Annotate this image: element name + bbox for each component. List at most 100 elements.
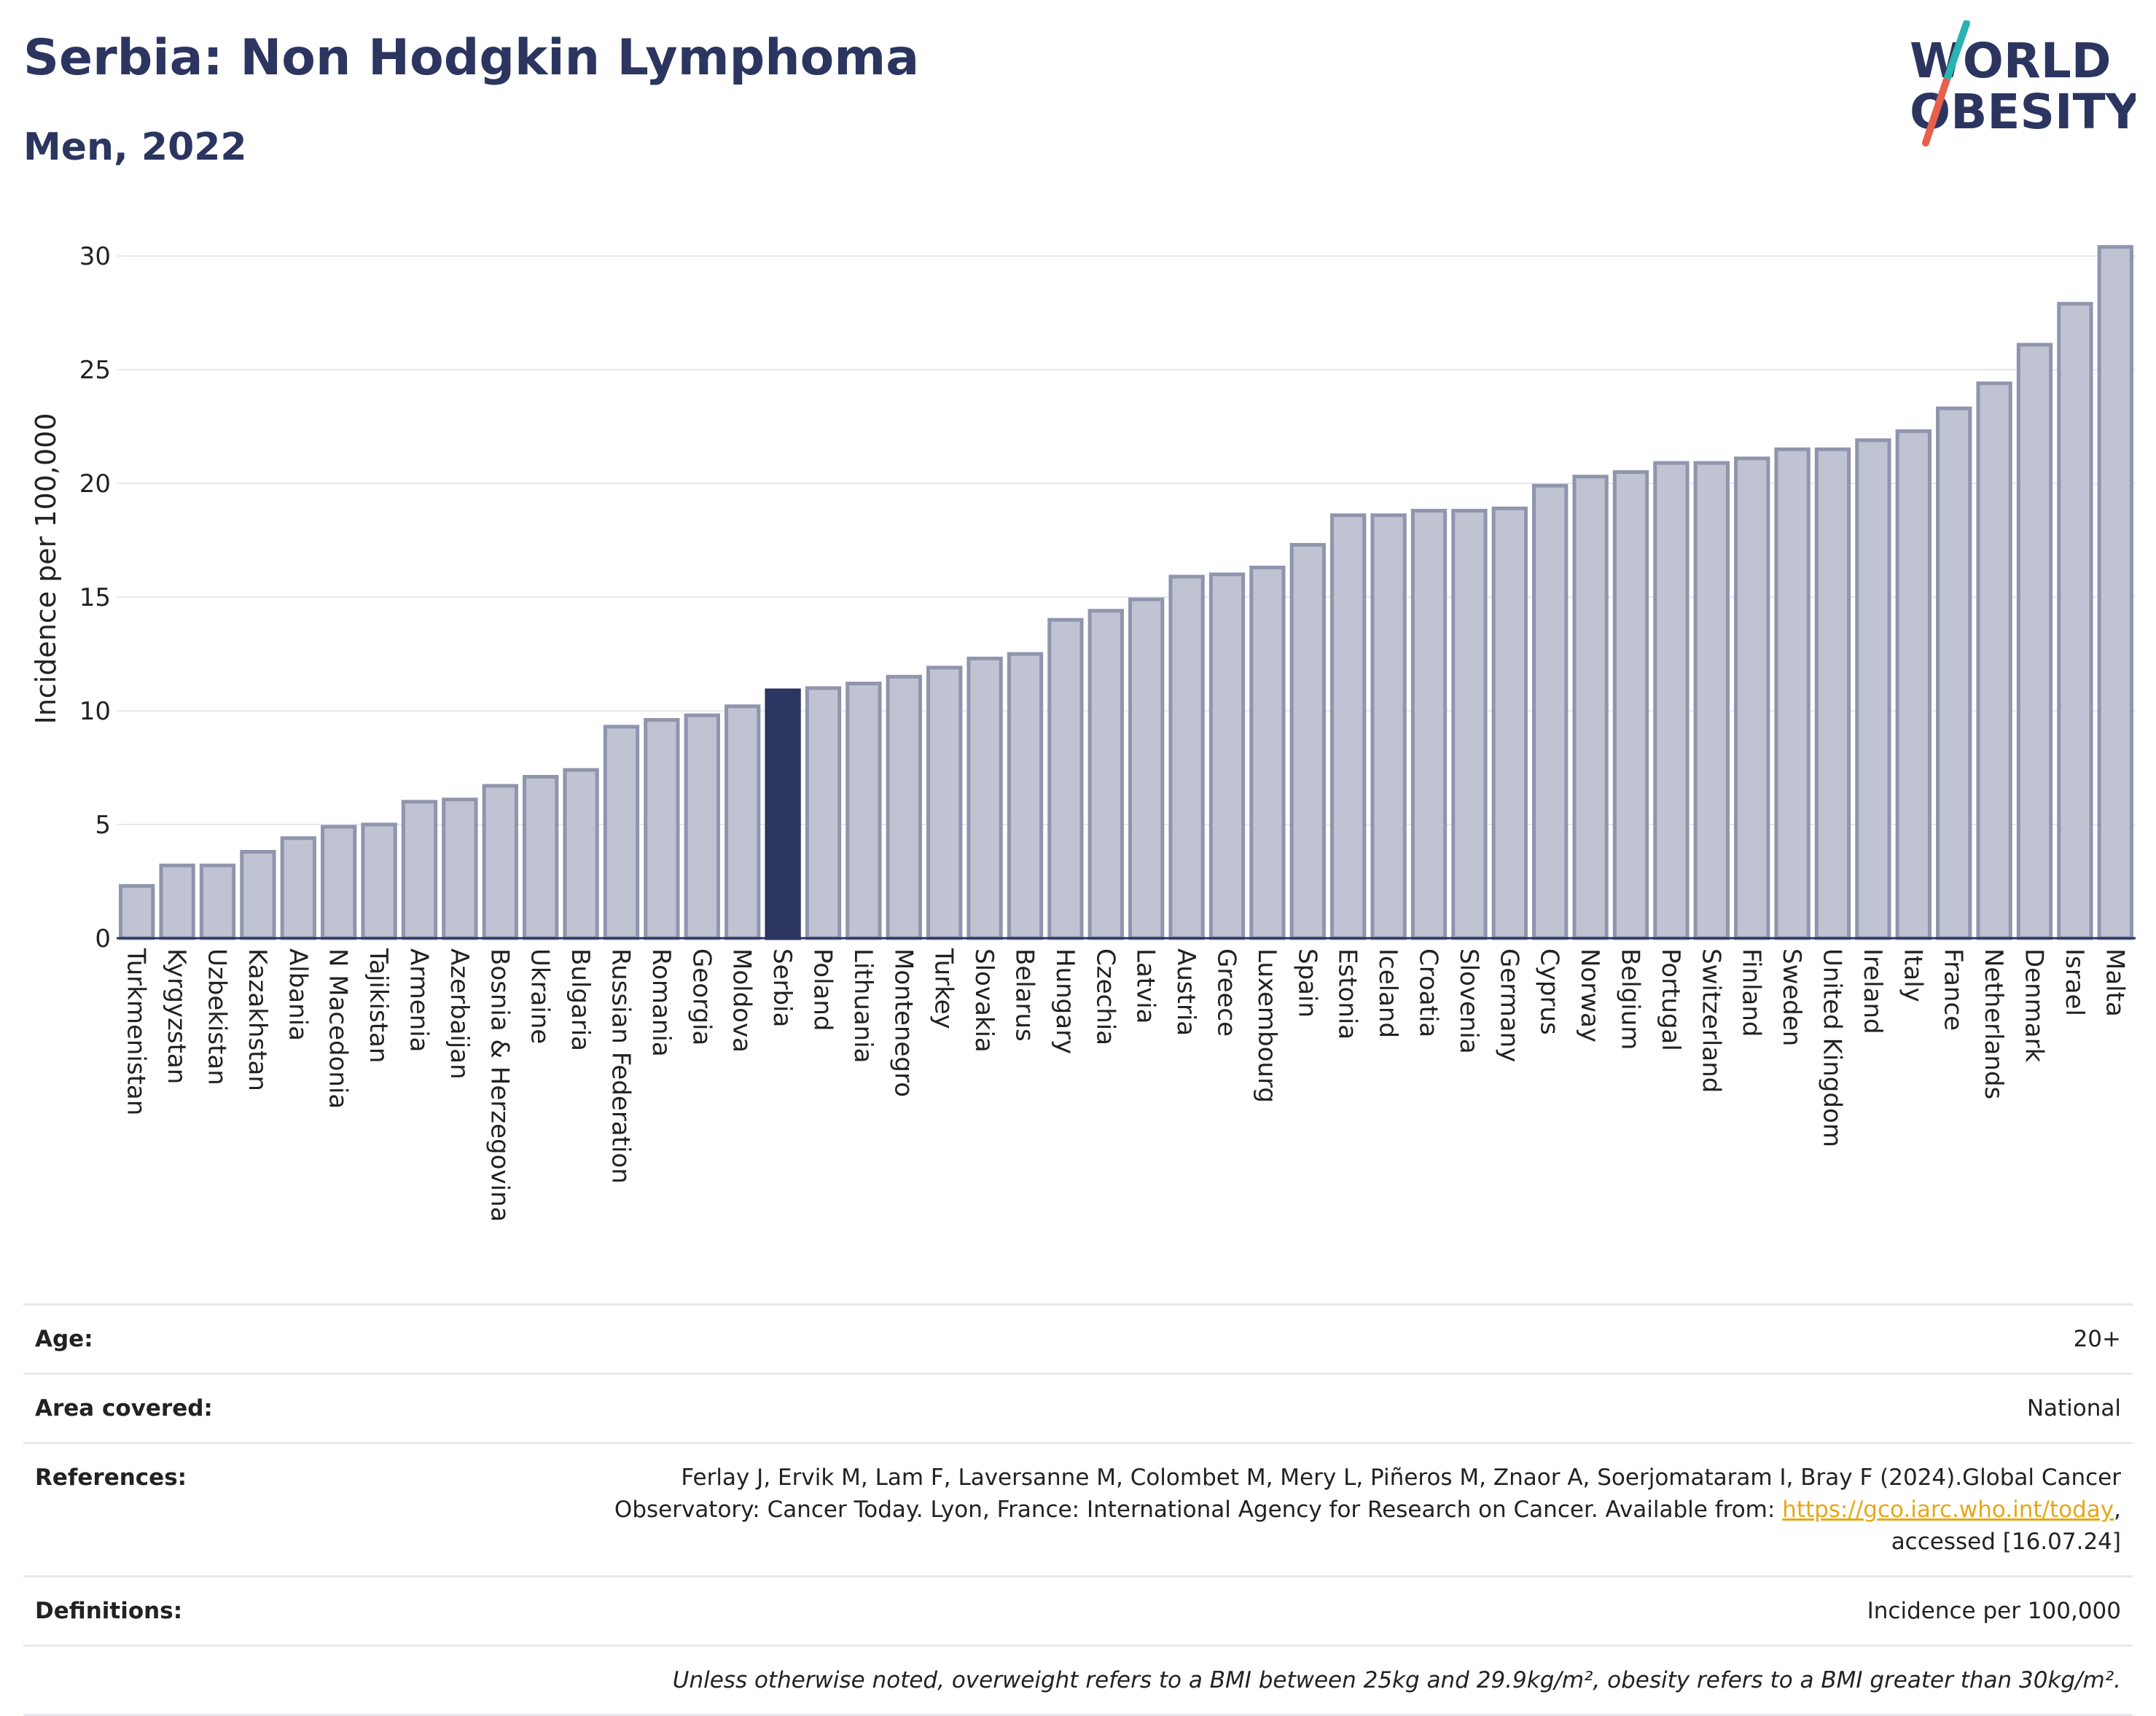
x-category-label: N Macedonia <box>324 948 353 1109</box>
x-category-label: Croatia <box>1414 948 1443 1037</box>
x-category-label: Sweden <box>1777 948 1806 1046</box>
bar-serbia <box>765 688 801 940</box>
x-category-label: Turkmenistan <box>122 948 151 1115</box>
bar-montenegro <box>886 674 922 940</box>
x-category-label: Armenia <box>405 948 434 1053</box>
world-obesity-logo: WORLD OBESITY <box>1910 20 2136 147</box>
x-category-label: Montenegro <box>888 948 918 1097</box>
x-category-label: Cyprus <box>1535 948 1564 1035</box>
area-label: Area covered: <box>23 1373 557 1443</box>
y-tick-label: 10 <box>79 697 111 726</box>
bar-portugal <box>1653 461 1690 940</box>
bar-greece <box>1208 572 1246 940</box>
bar-ireland <box>1855 438 1891 940</box>
bar-luxembourg <box>1249 566 1286 940</box>
info-row-references: References: Ferlay J, Ervik M, Lam F, La… <box>23 1442 2133 1577</box>
x-category-label: Estonia <box>1333 948 1362 1040</box>
x-category-label: Netherlands <box>1979 948 2008 1099</box>
x-category-label: Ireland <box>1858 948 1887 1034</box>
bar-poland <box>805 686 842 940</box>
bar-italy <box>1895 429 1932 940</box>
x-category-label: Germany <box>1494 948 1523 1062</box>
x-category-label: Luxembourg <box>1252 948 1281 1103</box>
x-category-label: Russian Federation <box>606 948 636 1184</box>
x-category-label: Bosnia & Herzegovina <box>485 948 514 1222</box>
bar-slovenia <box>1451 509 1488 940</box>
x-category-label: Kazakhstan <box>243 948 272 1091</box>
bar-spain <box>1289 542 1326 940</box>
chart-title: Serbia: Non Hodgkin Lymphoma <box>23 29 920 87</box>
x-category-label: Israel <box>2060 948 2089 1016</box>
references-link[interactable]: https://gco.iarc.who.int/today <box>1782 1497 2114 1523</box>
x-category-label: Romania <box>647 948 676 1057</box>
bar-switzerland <box>1693 461 1730 940</box>
x-category-label: Turkey <box>929 948 958 1029</box>
info-row-age: Age: 20+ <box>23 1303 2133 1374</box>
x-category-label: Iceland <box>1373 948 1402 1038</box>
x-category-label: Belgium <box>1616 948 1645 1050</box>
y-tick-label: 15 <box>79 583 111 612</box>
bar-iceland <box>1370 513 1407 940</box>
bar-russian-federation <box>603 725 640 940</box>
definitions-label: Definitions: <box>23 1575 557 1646</box>
bar-germany <box>1491 506 1528 940</box>
bar-lithuania <box>845 682 882 940</box>
bar-united-kingdom <box>1814 447 1851 940</box>
bar-ukraine <box>523 775 559 940</box>
x-category-labels: Turkmenistan Kyrgyzstan Uzbekistan Kazakhst… <box>122 948 2130 1222</box>
bar-georgia <box>684 713 720 940</box>
x-category-label: Kyrgyzstan <box>162 948 191 1084</box>
x-category-label: Switzerland <box>1696 948 1725 1093</box>
references-text-start: Ferlay J, Ervik M, Lam F, Laversanne M, … <box>614 1465 2121 1523</box>
y-tick-label: 20 <box>79 469 111 499</box>
age-label: Age: <box>23 1303 557 1374</box>
x-category-label: Hungary <box>1050 948 1079 1054</box>
x-category-label: Norway <box>1575 948 1604 1042</box>
x-category-label: Belarus <box>1010 948 1039 1042</box>
bar-austria <box>1168 574 1205 940</box>
bar-turkmenistan <box>119 884 155 940</box>
area-value: National <box>557 1373 2133 1443</box>
bar-bulgaria <box>563 768 599 940</box>
x-category-label: Latvia <box>1131 948 1160 1024</box>
bar-hungary <box>1047 617 1084 940</box>
bar-croatia <box>1410 509 1448 940</box>
age-value: 20+ <box>557 1303 2133 1374</box>
x-category-label: Czechia <box>1090 948 1120 1045</box>
bar-romania <box>644 718 680 940</box>
bar-armenia <box>401 800 438 940</box>
x-category-label: Azerbaijan <box>445 948 474 1080</box>
logo-text-obesity: OBESITY <box>1910 84 2136 140</box>
bar-netherlands <box>1976 381 2012 940</box>
bar-norway <box>1572 475 1609 940</box>
x-category-label: Slovakia <box>969 948 999 1053</box>
x-category-label: United Kingdom <box>1818 948 1847 1147</box>
info-row-definitions: Definitions: Incidence per 100,000 <box>23 1575 2133 1646</box>
bar-albania <box>280 836 316 940</box>
bar-israel <box>2057 302 2093 940</box>
info-row-note: Unless otherwise noted, overweight refer… <box>23 1645 2133 1716</box>
y-axis-title: Incidence per 100,000 <box>30 413 62 724</box>
x-category-label: Uzbekistan <box>203 948 232 1085</box>
x-category-label: Finland <box>1737 948 1766 1037</box>
bar-sweden <box>1774 447 1811 940</box>
info-row-area: Area covered: National <box>23 1373 2133 1443</box>
definitions-value: Incidence per 100,000 <box>557 1575 2133 1646</box>
x-category-label: Albania <box>283 948 312 1041</box>
x-category-label: Portugal <box>1656 948 1685 1051</box>
bar-czechia <box>1087 609 1124 940</box>
y-tick-label: 30 <box>79 242 111 271</box>
logo-slash-bottom <box>1922 78 1950 147</box>
y-tick-label: 5 <box>95 811 111 840</box>
x-category-label: France <box>1939 948 1968 1031</box>
bar-kyrgyzstan <box>159 863 195 940</box>
x-category-label: Serbia <box>768 948 797 1027</box>
bar-finland <box>1734 456 1770 940</box>
y-tick-label: 0 <box>95 924 111 953</box>
bar-belarus <box>1007 652 1044 940</box>
logo-slash-top <box>1942 20 1970 85</box>
bar-bosnia-herzegovina <box>482 784 518 940</box>
x-category-label: Tajikistan <box>364 948 393 1063</box>
x-category-label: Malta <box>2100 948 2129 1017</box>
bar-belgium <box>1612 470 1649 940</box>
